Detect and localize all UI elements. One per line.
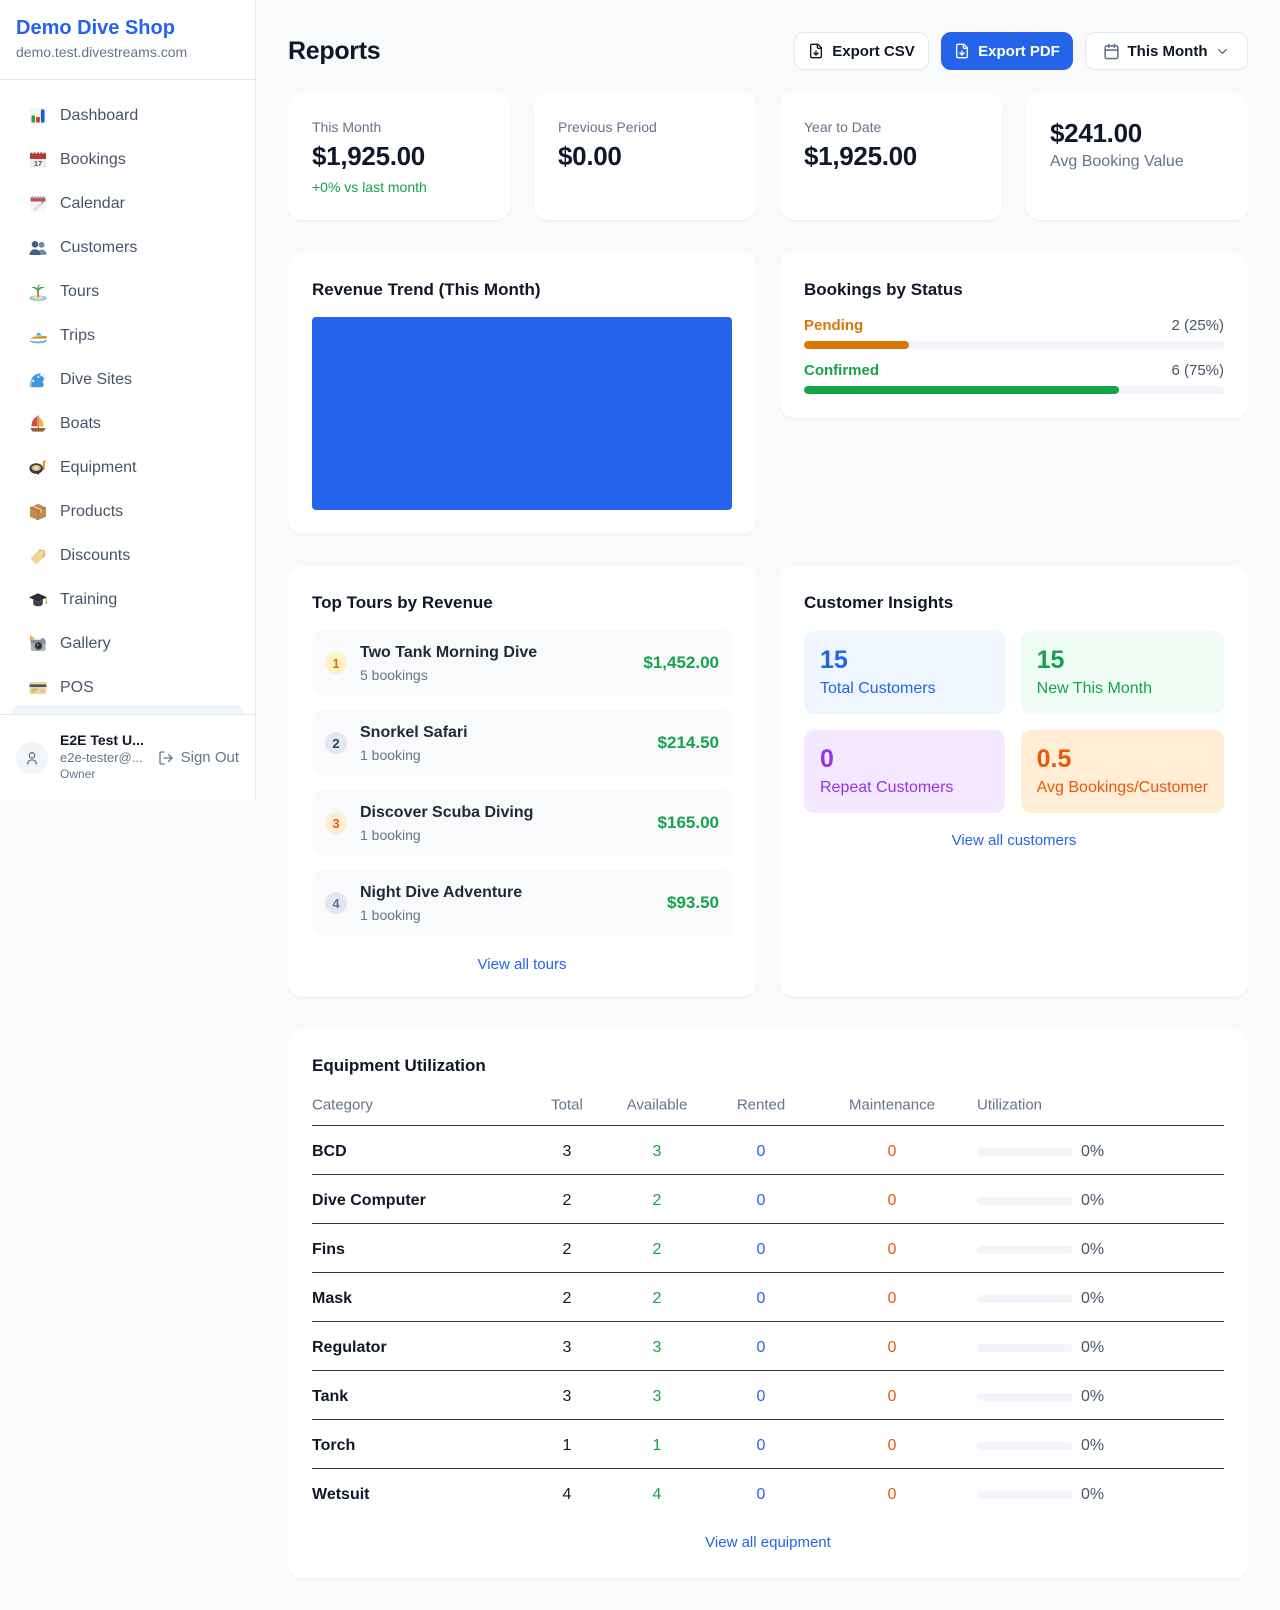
svg-text:17: 17 [34, 159, 42, 168]
